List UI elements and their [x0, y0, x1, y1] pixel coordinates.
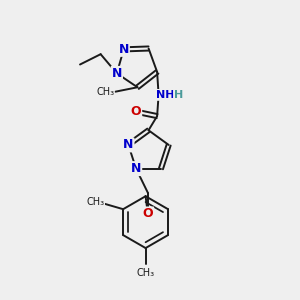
Text: N: N	[123, 138, 134, 152]
Text: N: N	[118, 43, 129, 56]
Text: NH: NH	[156, 90, 174, 100]
Text: H: H	[174, 90, 183, 100]
Text: CH₃: CH₃	[136, 268, 154, 278]
Text: CH₃: CH₃	[96, 87, 114, 97]
Text: CH₃: CH₃	[86, 196, 104, 206]
Text: N: N	[112, 67, 122, 80]
Text: O: O	[142, 208, 153, 220]
Text: O: O	[130, 105, 141, 118]
Text: N: N	[131, 162, 141, 175]
